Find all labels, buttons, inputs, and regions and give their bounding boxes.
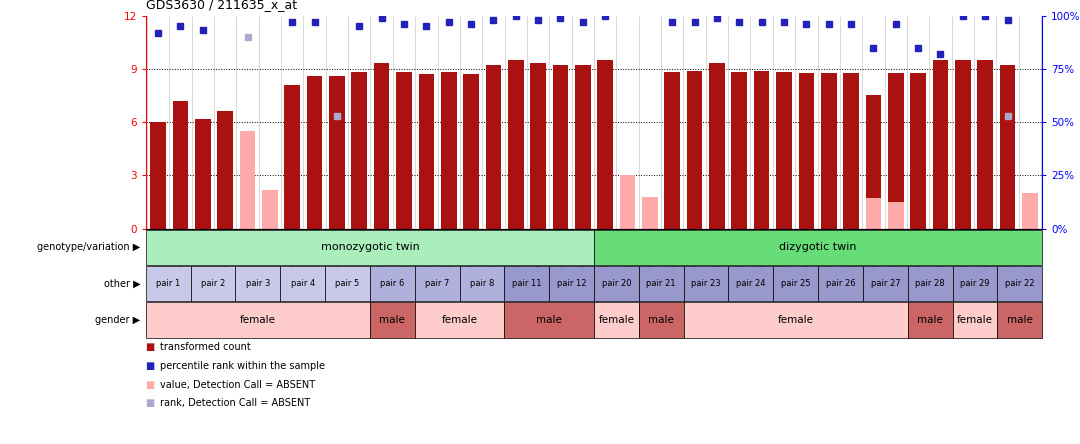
Bar [888, 73, 904, 229]
Text: ■: ■ [146, 361, 158, 371]
Text: male: male [537, 315, 562, 325]
Text: gender ▶: gender ▶ [95, 315, 140, 325]
Text: pair 11: pair 11 [512, 279, 541, 288]
Bar [754, 71, 769, 229]
Bar [865, 95, 881, 229]
Bar [843, 73, 859, 229]
Text: GDS3630 / 211635_x_at: GDS3630 / 211635_x_at [146, 0, 297, 11]
Text: ■: ■ [146, 342, 158, 353]
Text: male: male [1007, 315, 1032, 325]
Text: pair 7: pair 7 [424, 279, 449, 288]
Text: monozygotic twin: monozygotic twin [321, 242, 419, 252]
Text: pair 28: pair 28 [916, 279, 945, 288]
Text: pair 26: pair 26 [826, 279, 855, 288]
Bar [643, 197, 658, 229]
Bar [553, 65, 568, 229]
Bar [217, 111, 233, 229]
Bar [597, 60, 613, 229]
Bar [150, 122, 166, 229]
Text: pair 27: pair 27 [870, 279, 900, 288]
Text: pair 2: pair 2 [201, 279, 225, 288]
Bar [664, 72, 680, 229]
Text: pair 21: pair 21 [647, 279, 676, 288]
Bar [865, 198, 881, 229]
Bar [262, 190, 278, 229]
Bar [396, 72, 411, 229]
Bar [486, 65, 501, 229]
Bar [329, 76, 345, 229]
Text: dizygotic twin: dizygotic twin [780, 242, 856, 252]
Text: pair 5: pair 5 [336, 279, 360, 288]
Bar [1000, 65, 1015, 229]
Text: female: female [240, 315, 275, 325]
Bar [530, 63, 545, 229]
Text: female: female [957, 315, 993, 325]
Bar [1022, 193, 1038, 229]
Text: pair 22: pair 22 [1005, 279, 1035, 288]
Text: pair 3: pair 3 [245, 279, 270, 288]
Text: other ▶: other ▶ [104, 279, 140, 289]
Bar [374, 63, 390, 229]
Bar [977, 60, 993, 229]
Bar [888, 202, 904, 229]
Bar [777, 72, 792, 229]
Bar [284, 85, 300, 229]
Bar [910, 73, 926, 229]
Text: percentile rank within the sample: percentile rank within the sample [160, 361, 325, 371]
Bar [351, 72, 367, 229]
Bar [240, 131, 255, 229]
Bar [575, 65, 591, 229]
Text: value, Detection Call = ABSENT: value, Detection Call = ABSENT [160, 380, 315, 390]
Text: male: male [917, 315, 943, 325]
Bar [687, 71, 702, 229]
Text: transformed count: transformed count [160, 342, 251, 353]
Text: female: female [442, 315, 477, 325]
Bar [307, 76, 323, 229]
Text: pair 23: pair 23 [691, 279, 720, 288]
Bar [463, 74, 478, 229]
Bar [508, 60, 524, 229]
Bar [419, 74, 434, 229]
Text: pair 25: pair 25 [781, 279, 810, 288]
Bar [710, 63, 725, 229]
Bar [173, 101, 188, 229]
Bar [933, 60, 948, 229]
Bar [821, 73, 837, 229]
Bar [798, 73, 814, 229]
Text: ■: ■ [146, 398, 158, 408]
Text: pair 8: pair 8 [470, 279, 495, 288]
Text: pair 12: pair 12 [557, 279, 586, 288]
Bar [620, 175, 635, 229]
Bar [441, 72, 457, 229]
Text: pair 24: pair 24 [737, 279, 766, 288]
Text: female: female [598, 315, 634, 325]
Text: male: male [648, 315, 674, 325]
Text: pair 20: pair 20 [602, 279, 631, 288]
Text: pair 6: pair 6 [380, 279, 405, 288]
Bar [195, 119, 211, 229]
Text: pair 29: pair 29 [960, 279, 989, 288]
Text: pair 1: pair 1 [157, 279, 180, 288]
Text: genotype/variation ▶: genotype/variation ▶ [37, 242, 140, 252]
Text: male: male [379, 315, 405, 325]
Bar [955, 60, 971, 229]
Text: pair 4: pair 4 [291, 279, 314, 288]
Text: ■: ■ [146, 380, 158, 390]
Bar [731, 72, 747, 229]
Text: female: female [778, 315, 813, 325]
Text: rank, Detection Call = ABSENT: rank, Detection Call = ABSENT [160, 398, 310, 408]
